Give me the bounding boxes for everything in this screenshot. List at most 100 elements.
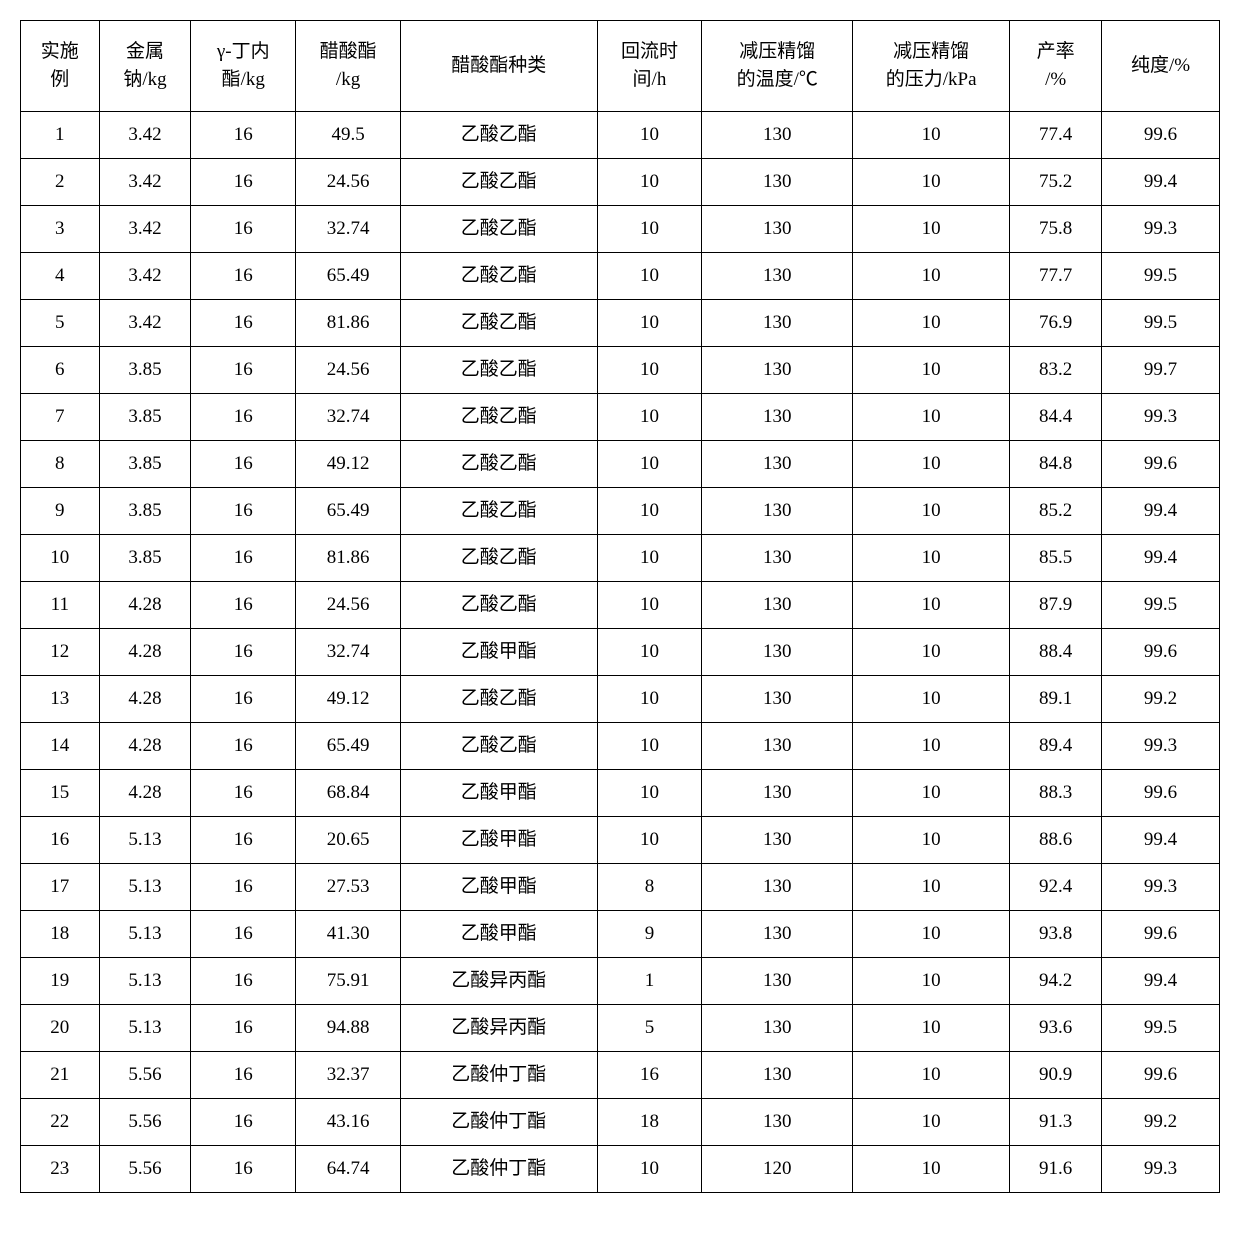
table-cell: 24.56	[296, 347, 401, 394]
table-cell: 99.5	[1102, 253, 1220, 300]
table-cell: 16	[191, 817, 296, 864]
table-row: 33.421632.74乙酸乙酯101301075.899.3	[21, 206, 1220, 253]
table-cell: 10	[597, 488, 702, 535]
table-cell: 10	[597, 441, 702, 488]
table-cell: 130	[702, 159, 853, 206]
table-cell: 75.91	[296, 958, 401, 1005]
table-cell: 16	[191, 300, 296, 347]
table-cell: 10	[853, 441, 1010, 488]
table-cell: 4.28	[99, 582, 191, 629]
table-cell: 130	[702, 723, 853, 770]
table-cell: 乙酸乙酯	[400, 347, 597, 394]
data-table: 实施例 金属钠/kg γ-丁内酯/kg 醋酸酯/kg 醋酸酯种类 回流时间/h …	[20, 20, 1220, 1193]
table-cell: 16	[191, 676, 296, 723]
table-cell: 130	[702, 394, 853, 441]
col-header-yield: 产率/%	[1010, 21, 1102, 112]
table-cell: 10	[597, 629, 702, 676]
col-header-gbl: γ-丁内酯/kg	[191, 21, 296, 112]
table-cell: 88.4	[1010, 629, 1102, 676]
col-header-distill-pressure: 减压精馏的压力/kPa	[853, 21, 1010, 112]
table-cell: 7	[21, 394, 100, 441]
table-cell: 3.42	[99, 112, 191, 159]
table-cell: 64.74	[296, 1146, 401, 1193]
table-cell: 乙酸乙酯	[400, 300, 597, 347]
table-cell: 10	[853, 535, 1010, 582]
table-cell: 93.8	[1010, 911, 1102, 958]
table-cell: 130	[702, 300, 853, 347]
table-cell: 20.65	[296, 817, 401, 864]
table-cell: 83.2	[1010, 347, 1102, 394]
table-cell: 65.49	[296, 488, 401, 535]
table-cell: 9	[21, 488, 100, 535]
table-cell: 乙酸乙酯	[400, 253, 597, 300]
table-cell: 乙酸乙酯	[400, 488, 597, 535]
table-cell: 130	[702, 488, 853, 535]
table-cell: 32.74	[296, 629, 401, 676]
table-cell: 3.42	[99, 206, 191, 253]
table-cell: 16	[191, 1099, 296, 1146]
table-cell: 99.5	[1102, 1005, 1220, 1052]
table-row: 235.561664.74乙酸仲丁酯101201091.699.3	[21, 1146, 1220, 1193]
table-cell: 16	[191, 723, 296, 770]
table-cell: 乙酸甲酯	[400, 864, 597, 911]
table-cell: 16	[191, 582, 296, 629]
table-cell: 10	[597, 112, 702, 159]
table-cell: 75.2	[1010, 159, 1102, 206]
table-cell: 20	[21, 1005, 100, 1052]
table-cell: 10	[853, 347, 1010, 394]
table-cell: 乙酸乙酯	[400, 582, 597, 629]
table-cell: 99.6	[1102, 441, 1220, 488]
table-cell: 12	[21, 629, 100, 676]
table-cell: 10	[21, 535, 100, 582]
table-cell: 65.49	[296, 723, 401, 770]
table-cell: 92.4	[1010, 864, 1102, 911]
table-cell: 13	[21, 676, 100, 723]
table-cell: 16	[191, 911, 296, 958]
table-cell: 49.5	[296, 112, 401, 159]
table-cell: 4.28	[99, 770, 191, 817]
table-cell: 3.85	[99, 347, 191, 394]
table-cell: 94.2	[1010, 958, 1102, 1005]
table-cell: 91.6	[1010, 1146, 1102, 1193]
table-cell: 43.16	[296, 1099, 401, 1146]
table-cell: 5.13	[99, 1005, 191, 1052]
table-row: 43.421665.49乙酸乙酯101301077.799.5	[21, 253, 1220, 300]
table-cell: 23	[21, 1146, 100, 1193]
table-cell: 99.3	[1102, 394, 1220, 441]
table-cell: 99.3	[1102, 206, 1220, 253]
table-cell: 99.6	[1102, 770, 1220, 817]
col-header-acetate-kg: 醋酸酯/kg	[296, 21, 401, 112]
table-cell: 14	[21, 723, 100, 770]
table-cell: 18	[21, 911, 100, 958]
table-cell: 16	[191, 488, 296, 535]
table-cell: 81.86	[296, 535, 401, 582]
table-cell: 10	[853, 770, 1010, 817]
table-cell: 5.56	[99, 1099, 191, 1146]
col-header-sodium: 金属钠/kg	[99, 21, 191, 112]
table-cell: 10	[597, 394, 702, 441]
table-cell: 10	[597, 817, 702, 864]
table-cell: 99.3	[1102, 723, 1220, 770]
table-cell: 89.4	[1010, 723, 1102, 770]
table-row: 114.281624.56乙酸乙酯101301087.999.5	[21, 582, 1220, 629]
table-cell: 10	[853, 300, 1010, 347]
table-cell: 10	[597, 347, 702, 394]
table-cell: 130	[702, 1005, 853, 1052]
table-cell: 3.85	[99, 441, 191, 488]
table-row: 195.131675.91乙酸异丙酯11301094.299.4	[21, 958, 1220, 1005]
table-cell: 16	[191, 159, 296, 206]
table-cell: 乙酸乙酯	[400, 112, 597, 159]
table-cell: 5	[597, 1005, 702, 1052]
table-cell: 4.28	[99, 629, 191, 676]
table-cell: 16	[191, 441, 296, 488]
table-cell: 130	[702, 958, 853, 1005]
table-cell: 10	[597, 535, 702, 582]
table-cell: 87.9	[1010, 582, 1102, 629]
table-cell: 16	[191, 206, 296, 253]
table-cell: 68.84	[296, 770, 401, 817]
table-cell: 16	[191, 347, 296, 394]
table-cell: 16	[191, 1146, 296, 1193]
table-row: 93.851665.49乙酸乙酯101301085.299.4	[21, 488, 1220, 535]
table-cell: 5.13	[99, 817, 191, 864]
table-cell: 16	[191, 112, 296, 159]
